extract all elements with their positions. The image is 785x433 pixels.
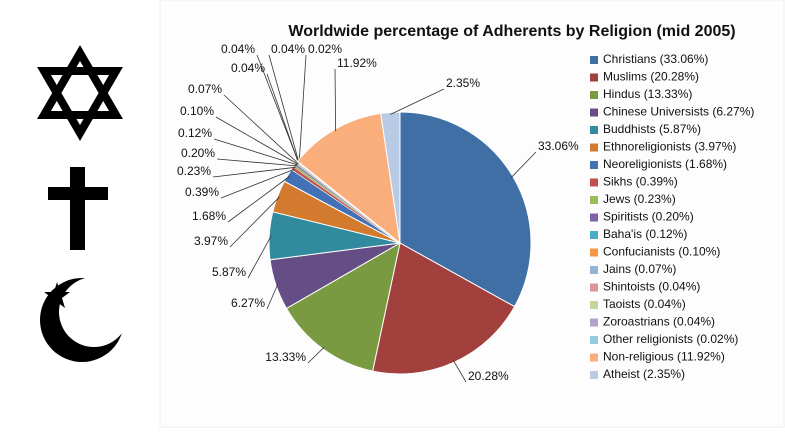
legend-swatch [590, 248, 598, 257]
leader-line [223, 94, 299, 164]
leader-line [266, 284, 279, 310]
data-label: 0.10% [180, 104, 214, 118]
leader-line [213, 138, 298, 166]
data-label: 0.04% [231, 61, 265, 75]
leader-line [510, 151, 537, 178]
star-of-david [37, 45, 123, 141]
crescent [40, 277, 129, 362]
legend-label: Jains (0.07%) [603, 262, 676, 276]
legend-swatch [590, 353, 598, 362]
leader-line [453, 360, 467, 383]
data-label: 1.68% [192, 209, 226, 223]
legend-swatch [590, 108, 598, 117]
pie-slice [380, 111, 401, 244]
legend-swatch [590, 213, 598, 222]
legend-label: Zoroastrians (0.04%) [603, 315, 715, 329]
legend-label: Spiritists (0.20%) [603, 210, 694, 224]
legend-label: Hindus (13.33%) [603, 87, 692, 101]
legend-swatch [590, 196, 598, 204]
legend-label: Shintoists (0.04%) [603, 280, 700, 294]
data-label: 0.23% [177, 164, 211, 178]
data-label: 20.28% [468, 369, 509, 383]
leader-line [216, 158, 297, 167]
legend-label: Sikhs (0.39%) [603, 175, 678, 189]
legend-label: Other religionists (0.02%) [603, 332, 738, 346]
legend-swatch [590, 231, 598, 239]
legend-swatch [590, 283, 598, 292]
legend-swatch [590, 161, 598, 169]
legend-swatch [590, 178, 598, 187]
cross [48, 167, 108, 250]
leader-line [212, 166, 296, 178]
pie-slice [399, 111, 532, 308]
legend-label: Confucianists (0.10%) [603, 245, 720, 259]
legend-swatch [590, 336, 598, 344]
legend-swatch [590, 91, 598, 99]
data-label: 0.12% [178, 126, 212, 140]
data-label: 6.27% [231, 296, 265, 310]
chart-title: Worldwide percentage of Adherents by Rel… [288, 23, 735, 40]
legend-label: Atheist (2.35%) [603, 367, 685, 381]
pie-slice [296, 112, 401, 245]
leader-line [229, 196, 280, 248]
legend-swatch [590, 301, 598, 309]
data-label: 33.06% [538, 139, 579, 153]
legend-label: Buddhists (5.87%) [603, 122, 701, 136]
legend-swatch [590, 266, 598, 274]
leader-line [220, 168, 295, 199]
data-label: 0.02% [308, 42, 342, 56]
data-label: 2.35% [446, 76, 480, 90]
legend-label: Jews (0.23%) [603, 192, 676, 206]
leader-line [307, 346, 325, 364]
legend-swatch [590, 56, 598, 64]
data-label: 0.20% [181, 146, 215, 160]
data-label: 0.39% [185, 185, 219, 199]
legend-label: Ethnoreligionists (3.97%) [603, 140, 736, 154]
leader-line [247, 235, 272, 279]
legend-swatch [590, 318, 598, 327]
data-label: 11.92% [337, 56, 377, 70]
legend-label: Chinese Universists (6.27%) [603, 105, 754, 119]
leader-line [256, 54, 300, 164]
leader-line [390, 88, 445, 115]
leader-line [334, 68, 337, 132]
data-label: 0.04% [221, 42, 255, 56]
data-label: 0.07% [188, 82, 222, 96]
legend-swatch [590, 126, 598, 134]
leader-line [268, 54, 300, 163]
legend-label: Christians (33.06%) [603, 52, 708, 66]
legend-label: Taoists (0.04%) [603, 297, 686, 311]
data-label: 5.87% [212, 265, 246, 279]
data-label: 0.04% [271, 42, 305, 56]
legend-swatch [590, 73, 598, 82]
leader-line [227, 176, 290, 223]
legend-label: Baha'is (0.12%) [603, 227, 687, 241]
legend-swatch [590, 371, 598, 379]
data-label: 13.33% [265, 350, 306, 364]
leader-line [298, 54, 307, 163]
legend-swatch [590, 143, 598, 152]
legend-label: Neoreligionists (1.68%) [603, 157, 727, 171]
legend-label: Muslims (20.28%) [603, 70, 699, 84]
leader-line [215, 116, 299, 165]
legend-label: Non-religious (11.92%) [603, 350, 725, 364]
data-label: 3.97% [194, 234, 228, 248]
